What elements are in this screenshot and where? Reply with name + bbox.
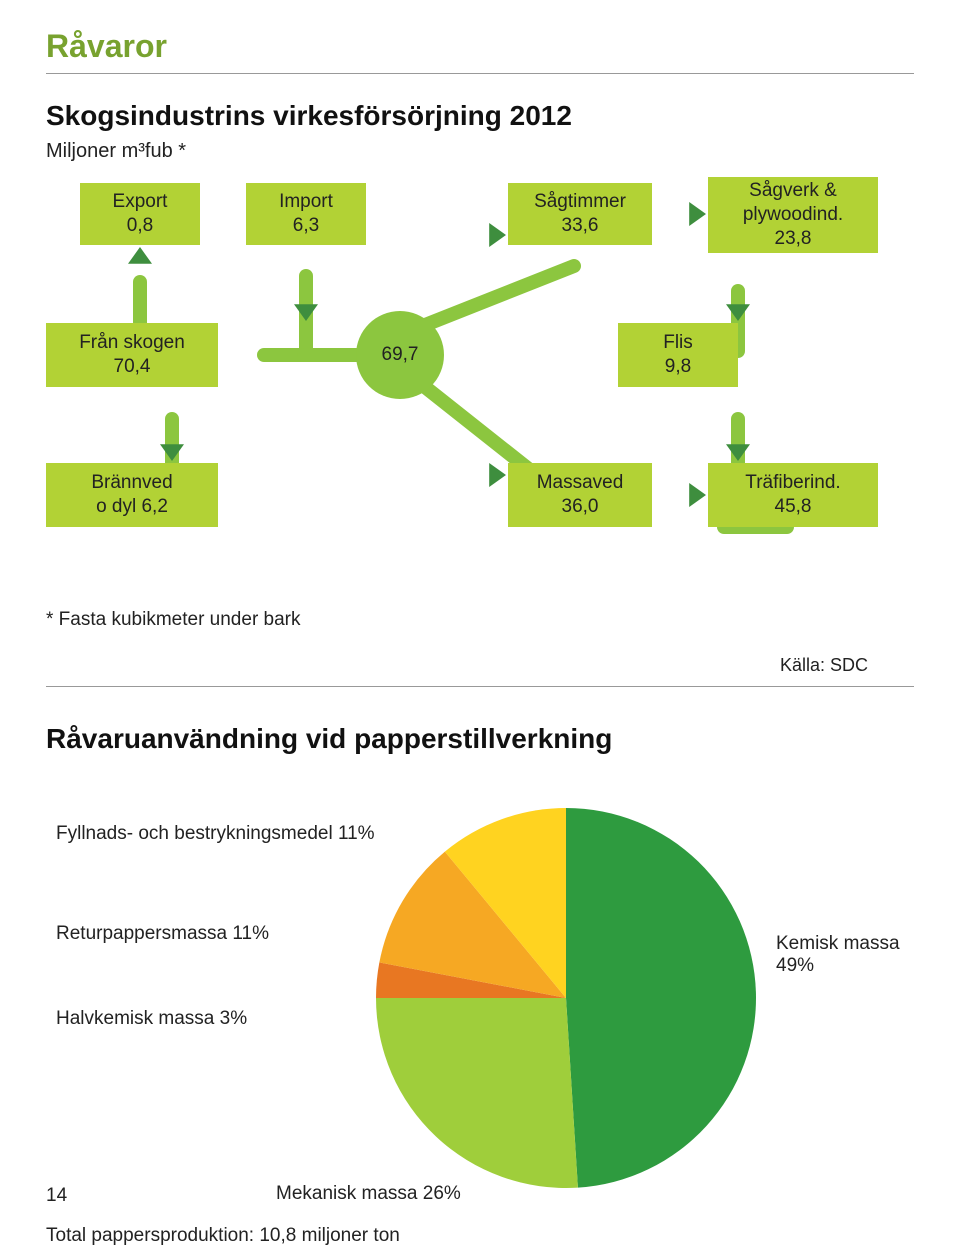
flow-footnote: * Fasta kubikmeter under bark <box>46 609 914 631</box>
flow-node-flis: Flis9,8 <box>618 323 738 387</box>
pie-label: Kemisk massa 49% <box>776 933 916 977</box>
page: Råvaror Skogsindustrins virkesförsörjnin… <box>0 0 960 1225</box>
pie-total: Total pappersproduktion: 10,8 miljoner t… <box>46 1225 914 1247</box>
page-title: Råvaror <box>46 28 914 65</box>
pie-label: Returpappersmassa 11% <box>56 923 269 945</box>
flow-node-massaved: Massaved36,0 <box>508 463 652 527</box>
pie-slice <box>376 998 578 1188</box>
flow-section: Skogsindustrins virkesförsörjning 2012 M… <box>46 100 914 631</box>
flow-title: Skogsindustrins virkesförsörjning 2012 <box>46 100 914 132</box>
flow-subtitle: Miljoner m³fub * <box>46 140 914 163</box>
pie-label: Halvkemisk massa 3% <box>56 1008 247 1030</box>
pie-svg <box>46 783 916 1213</box>
flow-node-circle: 69,7 <box>356 311 444 399</box>
pie-chart: Kemisk massa 49% Mekanisk massa 26% Halvke… <box>46 783 916 1213</box>
pie-section: Råvaruanvändning vid papperstillverkning… <box>46 723 914 1247</box>
flow-node-trafiber: Träfiberind.45,8 <box>708 463 878 527</box>
section-divider <box>46 686 914 687</box>
pie-label: Fyllnads- och bestrykningsmedel 11% <box>56 823 375 845</box>
title-rule <box>46 73 914 74</box>
flow-source: Källa: SDC <box>46 655 868 676</box>
flow-node-sagverk: Sågverk &plywoodind.23,8 <box>708 177 878 253</box>
flow-node-franskogen: Från skogen70,4 <box>46 323 218 387</box>
page-number: 14 <box>46 1185 67 1207</box>
flow-node-export: Export0,8 <box>80 183 200 245</box>
flow-node-sagtimmer: Sågtimmer33,6 <box>508 183 652 245</box>
pie-slice <box>566 808 756 1188</box>
flow-node-import: Import6,3 <box>246 183 366 245</box>
pie-title: Råvaruanvändning vid papperstillverkning <box>46 723 914 755</box>
pie-label: Mekanisk massa 26% <box>276 1183 461 1205</box>
flow-diagram: Export0,8Import6,3Sågtimmer33,6Sågverk &… <box>46 183 916 603</box>
flow-node-brannved: Brännvedo dyl 6,2 <box>46 463 218 527</box>
